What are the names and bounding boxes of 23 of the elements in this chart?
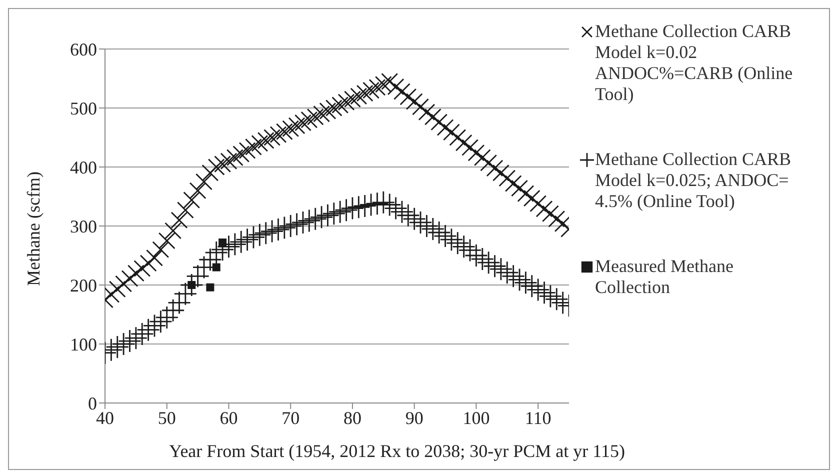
y-tick-label: 600 <box>70 39 97 60</box>
x-tick-label: 40 <box>96 408 114 428</box>
legend-label: Measured Methane Collection <box>595 256 734 298</box>
legend-label: Methane Collection CARB Model k=0.02 ANDOC%=CARB (Online Tool) <box>595 21 794 105</box>
y-tick-label: 100 <box>70 334 97 354</box>
legend-label: Methane Collection CARB Model k=0.025; ANDOC= 4.5% (Online Tool) <box>595 149 792 212</box>
point <box>218 238 227 247</box>
x-tick-label: 90 <box>405 408 424 428</box>
point <box>212 263 220 272</box>
point <box>206 283 214 292</box>
x-tick-label: 70 <box>282 408 300 428</box>
y-tick-label: 300 <box>70 216 97 236</box>
x-tick-label: 100 <box>462 408 490 428</box>
y-tick-label: 200 <box>70 275 97 296</box>
y-tick-label: 0 <box>88 393 97 414</box>
x-tick-label: 80 <box>343 408 362 428</box>
y-tick-label: 400 <box>70 157 97 178</box>
y-axis-title: Methane (scfm) <box>23 172 44 286</box>
x-axis-title: Year From Start (1954, 2012 Rx to 2038; 30-yr PCM at yr 115) <box>169 441 625 461</box>
y-tick-label: 500 <box>70 98 97 118</box>
x-tick-label: 110 <box>524 408 552 428</box>
x-tick-label: 60 <box>220 408 238 428</box>
x-tick-label: 50 <box>158 408 176 428</box>
